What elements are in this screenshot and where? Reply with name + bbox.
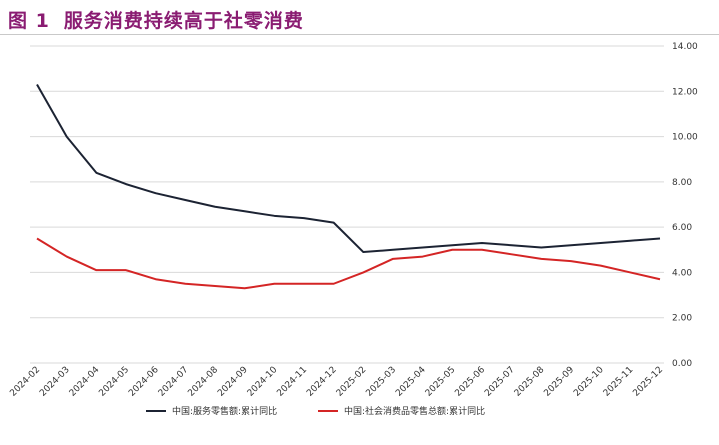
x-tick-label: 2024-02 (8, 365, 42, 399)
y-tick-label: 2.00 (672, 314, 692, 324)
x-tick-label: 2024-12 (305, 365, 339, 399)
x-tick-label: 2025-02 (335, 365, 369, 399)
x-tick-label: 2024-07 (157, 365, 191, 399)
legend-label: 中国:服务零售额:累计同比 (172, 405, 277, 417)
y-axis-tick-labels: 0.00 2.00 4.00 6.00 8.00 10.00 12.00 14.00 (672, 42, 698, 369)
x-tick-label: 2024-04 (68, 365, 102, 399)
title-divider (0, 34, 719, 35)
x-tick-label: 2024-08 (186, 365, 220, 399)
figure-title: 图 1 服务消费持续高于社零消费 (8, 6, 304, 33)
y-tick-label: 12.00 (672, 87, 698, 97)
x-tick-label: 2024-11 (275, 365, 309, 399)
series-lines (36, 83, 661, 290)
x-tick-label: 2025-04 (394, 365, 428, 399)
x-tick-label: 2025-03 (364, 365, 398, 399)
y-tick-label: 14.00 (672, 42, 698, 52)
figure-title-text: 服务消费持续高于社零消费 (63, 10, 304, 32)
y-tick-label: 0.00 (672, 359, 692, 369)
x-tick-label: 2025-11 (602, 365, 636, 399)
y-tick-label: 6.00 (672, 223, 692, 233)
x-tick-label: 2024-06 (127, 365, 161, 399)
legend-label: 中国:社会消费品零售总额:累计同比 (344, 405, 485, 417)
figure-number: 图 1 (8, 10, 50, 32)
x-tick-label: 2025-08 (513, 365, 547, 399)
x-tick-label: 2024-05 (97, 365, 131, 399)
x-axis-tick-labels: 2024-022024-032024-042024-052024-062024-… (8, 365, 665, 399)
series-line-1 (36, 83, 661, 254)
x-tick-label: 2024-03 (38, 365, 72, 399)
legend: 中国:服务零售额:累计同比 中国:社会消费品零售总额:累计同比 (146, 405, 485, 417)
x-tick-label: 2025-06 (453, 365, 487, 399)
x-tick-label: 2024-09 (216, 365, 250, 399)
series-line-2 (36, 237, 661, 290)
gridlines (30, 45, 664, 364)
x-tick-label: 2025-09 (542, 365, 576, 399)
x-tick-label: 2025-10 (572, 365, 606, 399)
x-tick-label: 2024-10 (246, 365, 280, 399)
x-tick-label: 2025-12 (631, 365, 665, 399)
y-tick-label: 10.00 (672, 133, 698, 143)
x-tick-label: 2025-07 (483, 365, 517, 399)
x-tick-label: 2025-05 (424, 365, 458, 399)
y-tick-label: 8.00 (672, 178, 692, 188)
y-tick-label: 4.00 (672, 268, 692, 278)
